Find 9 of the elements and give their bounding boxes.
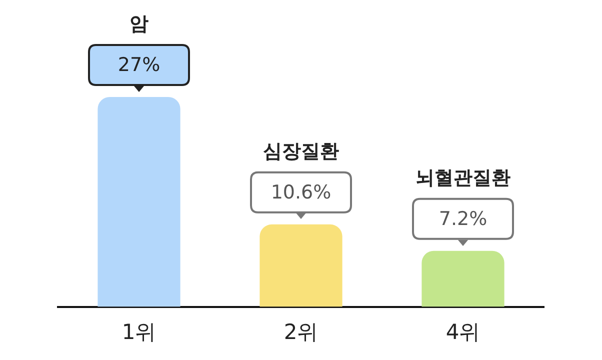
x-tick-label: 4위	[446, 320, 480, 344]
annotation: 심장질환	[263, 140, 339, 162]
data-label: 27%	[118, 54, 160, 76]
text: 암	[130, 12, 148, 35]
annotation: 뇌혈관질환	[416, 166, 510, 189]
data-label: 10.6%	[270, 181, 332, 204]
x-tick-label: 2위	[284, 320, 318, 344]
data-label: 7.2%	[438, 208, 488, 230]
x-tick-label: 1위	[122, 320, 156, 344]
